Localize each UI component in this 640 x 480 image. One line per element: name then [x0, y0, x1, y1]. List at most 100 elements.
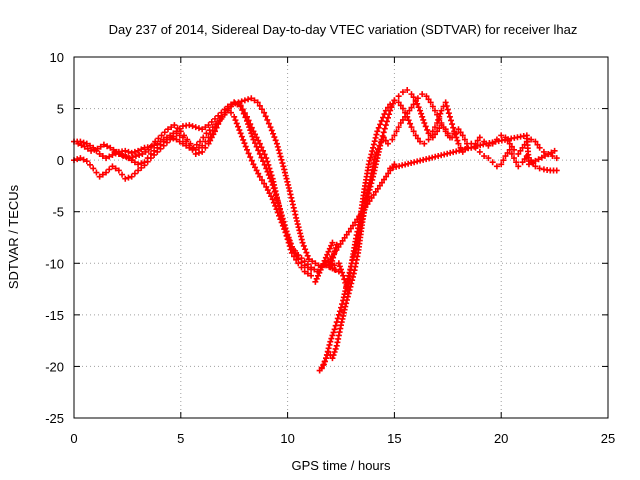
- data-point: [368, 151, 375, 158]
- data-point: [313, 275, 320, 282]
- data-point: [145, 146, 152, 153]
- data-point: [323, 262, 330, 269]
- data-point: [238, 133, 245, 140]
- data-point: [429, 103, 436, 110]
- data-point: [380, 129, 387, 136]
- data-point: [519, 144, 526, 151]
- data-point: [395, 99, 402, 106]
- data-point: [88, 147, 95, 154]
- data-point: [285, 234, 292, 241]
- data-point: [258, 106, 265, 113]
- data-point: [293, 217, 300, 224]
- data-point: [309, 258, 316, 265]
- data-point: [202, 144, 209, 151]
- data-point: [349, 222, 356, 229]
- data-point: [316, 367, 323, 374]
- data-point: [160, 138, 167, 145]
- data-point: [551, 147, 558, 154]
- y-tick-labels: -25 -20 -15 -10 -5 0 5 10: [45, 50, 64, 426]
- data-point: [412, 132, 419, 139]
- data-point: [284, 231, 291, 238]
- data-point: [255, 137, 262, 144]
- data-point: [111, 148, 118, 155]
- data-point: [83, 140, 90, 147]
- data-point: [498, 132, 505, 139]
- y-tick-label: -5: [52, 205, 64, 220]
- data-point: [318, 263, 325, 270]
- data-point: [248, 130, 255, 137]
- data-point: [261, 180, 268, 187]
- data-point: [265, 120, 272, 127]
- data-point: [343, 297, 350, 304]
- data-point: [347, 225, 354, 232]
- data-point: [171, 122, 178, 129]
- data-point: [266, 190, 273, 197]
- data-point: [314, 272, 321, 279]
- data-point: [94, 145, 101, 152]
- data-point: [125, 174, 132, 181]
- data-point: [515, 150, 522, 157]
- data-point: [103, 169, 110, 176]
- series-track-e: [335, 97, 560, 294]
- data-point: [279, 215, 286, 222]
- x-axis-title: GPS time / hours: [292, 458, 391, 473]
- data-point: [427, 132, 434, 139]
- x-tick-label: 0: [70, 431, 77, 446]
- data-point: [321, 257, 328, 264]
- data-point: [381, 111, 388, 118]
- data-point: [519, 159, 526, 166]
- data-point: [284, 178, 291, 185]
- data-point: [276, 202, 283, 209]
- data-point: [395, 124, 402, 131]
- data-point: [103, 155, 110, 162]
- data-point: [249, 133, 256, 140]
- data-point: [135, 167, 142, 174]
- data-point: [330, 352, 337, 359]
- data-point: [339, 269, 346, 276]
- data-point: [83, 158, 90, 165]
- data-point: [525, 161, 532, 168]
- data-point: [77, 155, 84, 162]
- data-point: [227, 109, 234, 116]
- data-point: [132, 153, 139, 160]
- data-point: [195, 149, 202, 156]
- data-point: [528, 136, 535, 143]
- data-point: [256, 150, 263, 157]
- data-point: [328, 335, 335, 342]
- data-point: [364, 201, 371, 208]
- data-point: [383, 118, 390, 125]
- data-point: [382, 137, 389, 144]
- data-point: [281, 166, 288, 173]
- data-point: [434, 111, 441, 118]
- data-point: [99, 171, 106, 178]
- data-point: [248, 157, 255, 164]
- data-point: [267, 124, 274, 131]
- data-point: [248, 95, 255, 102]
- data-point: [119, 171, 126, 178]
- data-point: [476, 148, 483, 155]
- data-point: [335, 311, 342, 318]
- data-point: [224, 107, 231, 114]
- data-point: [410, 128, 417, 135]
- data-point: [290, 204, 297, 211]
- data-point: [244, 146, 251, 153]
- data-point: [457, 129, 464, 136]
- data-point: [272, 137, 279, 144]
- data-point: [327, 338, 334, 345]
- data-point: [295, 224, 302, 231]
- data-point: [218, 115, 225, 122]
- data-point: [315, 262, 322, 269]
- data-point: [119, 151, 126, 158]
- data-point: [296, 227, 303, 234]
- data-point: [264, 168, 271, 175]
- data-point: [331, 326, 338, 333]
- data-point: [325, 248, 332, 255]
- data-point: [382, 107, 389, 114]
- data-point: [258, 177, 265, 184]
- data-point: [184, 136, 191, 143]
- data-point: [205, 122, 212, 129]
- data-point: [348, 280, 355, 287]
- data-point: [326, 263, 333, 270]
- data-point: [237, 103, 244, 110]
- data-point: [455, 126, 462, 133]
